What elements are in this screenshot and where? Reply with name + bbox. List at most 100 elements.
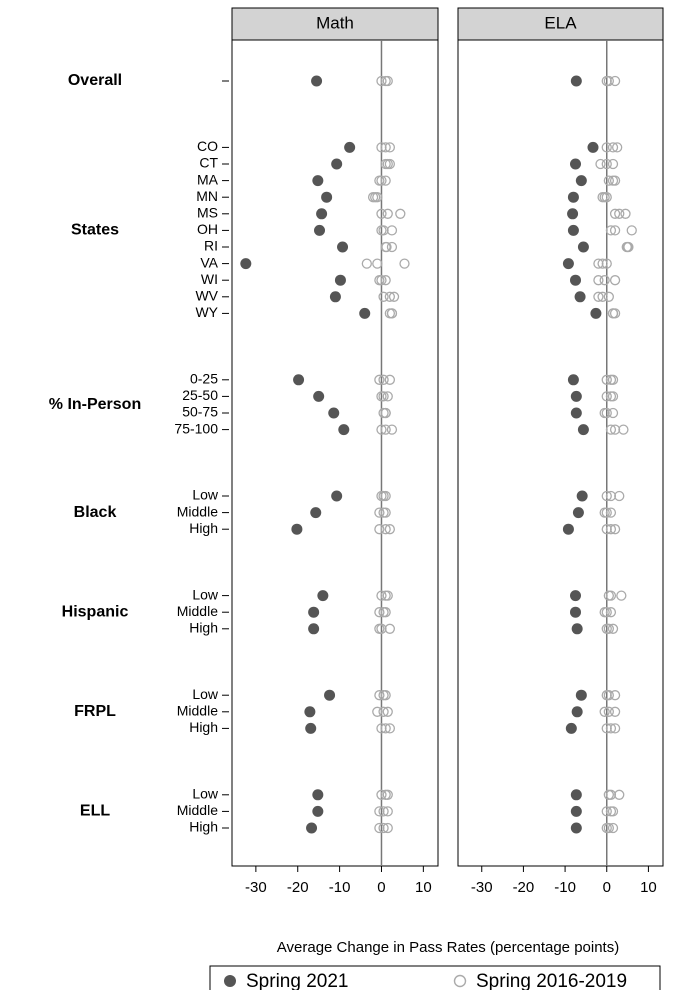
dot-hollow — [384, 374, 395, 385]
dot-hollow — [593, 291, 604, 302]
row-label: Low — [192, 487, 219, 503]
dot-hollow — [372, 192, 383, 203]
dot-hollow — [370, 192, 381, 203]
dot-hollow — [601, 723, 612, 734]
dot-filled — [321, 191, 333, 203]
dot-hollow — [395, 208, 406, 219]
dot-hollow — [380, 142, 391, 153]
dot-hollow — [614, 208, 625, 219]
dot-filled — [567, 374, 579, 386]
dot-hollow — [384, 524, 395, 535]
group-label: Overall — [68, 72, 122, 89]
dot-hollow — [601, 192, 612, 203]
dot-hollow — [380, 424, 391, 435]
dot-hollow — [595, 158, 606, 170]
row-label: WI — [201, 271, 218, 287]
dot-hollow — [609, 75, 621, 87]
dot-filled — [317, 590, 329, 602]
dot-hollow — [382, 706, 393, 717]
dot-filled — [570, 75, 582, 87]
dot-hollow — [603, 590, 614, 601]
dot-hollow — [609, 706, 621, 717]
legend-label: Spring 2021 — [246, 971, 348, 990]
dot-hollow — [601, 524, 612, 535]
legend-marker — [453, 974, 467, 988]
dot-hollow — [361, 258, 372, 269]
panel-title: Math — [316, 13, 354, 32]
dot-hollow — [605, 723, 617, 734]
dot-hollow — [380, 607, 391, 618]
dot-hollow — [399, 258, 410, 269]
x-tick-label: -20 — [287, 879, 309, 896]
dot-hollow — [386, 308, 398, 319]
dot-hollow — [386, 225, 398, 236]
dot-filled — [570, 158, 581, 170]
dot-hollow — [607, 158, 619, 170]
dot-hollow — [607, 407, 619, 419]
dot-hollow — [603, 623, 614, 634]
dot-hollow — [614, 789, 625, 800]
dot-hollow — [382, 590, 393, 601]
dot-filled — [314, 224, 326, 236]
dot-filled — [293, 374, 305, 386]
dot-filled — [310, 507, 322, 519]
dot-filled — [567, 191, 579, 203]
row-label: Low — [192, 686, 219, 702]
group-label: FRPL — [74, 703, 116, 720]
dot-filled — [306, 822, 318, 834]
dot-hollow — [593, 258, 604, 269]
row-label: MA — [197, 171, 219, 187]
dot-filled — [316, 208, 328, 220]
dot-hollow — [609, 424, 621, 435]
dot-hollow — [382, 391, 393, 402]
dot-filled — [313, 390, 325, 402]
panel-title: ELA — [544, 13, 577, 32]
group-label: States — [71, 222, 119, 239]
dot-hollow — [374, 607, 385, 618]
dot-hollow — [607, 374, 619, 385]
row-label: MN — [196, 188, 218, 204]
row-label: Middle — [177, 603, 218, 619]
dot-hollow — [384, 158, 395, 170]
dot-hollow — [376, 789, 387, 800]
dot-hollow — [607, 142, 619, 153]
dot-filled — [305, 722, 317, 734]
dot-hollow — [609, 524, 621, 535]
panel-frame — [457, 39, 664, 867]
dot-hollow — [374, 690, 385, 701]
dot-hollow — [605, 490, 617, 502]
dot-hollow — [386, 241, 398, 253]
dot-filled — [570, 590, 581, 602]
dot-hollow — [601, 158, 612, 170]
row-label: 75-100 — [174, 420, 218, 436]
row-label: RI — [204, 238, 218, 254]
dot-hollow — [605, 507, 617, 518]
dot-filled — [331, 490, 343, 502]
dot-hollow — [378, 490, 389, 502]
dot-hollow — [609, 690, 621, 701]
dot-hollow — [382, 208, 393, 219]
dot-hollow — [601, 407, 612, 419]
dot-hollow — [376, 275, 387, 286]
dot-hollow — [384, 142, 395, 153]
dot-hollow — [609, 275, 621, 286]
row-label: CT — [199, 155, 218, 171]
dot-hollow — [601, 806, 612, 817]
dot-filled — [562, 523, 574, 535]
row-label: Middle — [177, 802, 218, 818]
dot-hollow — [609, 308, 621, 319]
dot-filled — [574, 291, 586, 303]
dot-hollow — [380, 175, 391, 186]
dot-hollow — [593, 275, 604, 286]
row-label: 0-25 — [190, 371, 218, 387]
dot-hollow — [620, 208, 631, 219]
x-tick-label: -20 — [513, 879, 535, 896]
x-tick-label: -30 — [245, 879, 267, 896]
dot-filled — [575, 175, 587, 187]
dot-hollow — [376, 208, 387, 219]
dot-filled — [308, 606, 320, 618]
dot-hollow — [380, 275, 391, 286]
dot-filled — [570, 390, 582, 402]
strip — [231, 7, 439, 41]
dot-hollow — [614, 490, 625, 502]
